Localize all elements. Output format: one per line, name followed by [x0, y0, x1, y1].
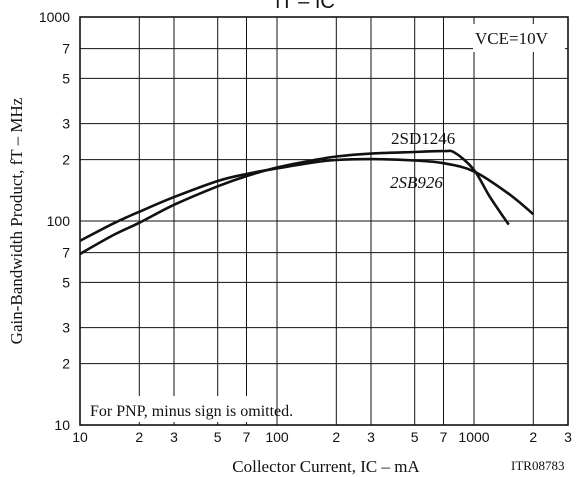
- series-lines: [79, 149, 535, 256]
- note-text: For PNP, minus sign is omitted.: [90, 403, 293, 420]
- x-tick-label: 3: [367, 429, 375, 445]
- y-tick-label: 3: [62, 320, 70, 336]
- y-tick-label: 10: [54, 417, 70, 433]
- y-tick-labels: 10 2 3 5 7 100 2 3 5 7 1000: [39, 9, 70, 433]
- y-tick-label: 5: [62, 274, 70, 290]
- x-tick-label: 3: [564, 429, 572, 445]
- y-tick-label: 100: [47, 213, 71, 229]
- x-tick-label: 5: [411, 429, 419, 445]
- condition-box: [473, 24, 565, 52]
- grid: [79, 16, 569, 426]
- series-line-2sb926: [79, 157, 535, 242]
- note-box: [84, 396, 274, 422]
- x-tick-label: 7: [243, 429, 251, 445]
- series-label-2sd1246: 2SD1246: [391, 129, 455, 148]
- x-axis-label: Collector Current, IC – mA: [232, 457, 420, 476]
- condition-label: VCE=10V: [475, 29, 549, 48]
- x-tick-label: 2: [135, 429, 143, 445]
- x-tick-label: 100: [265, 429, 289, 445]
- y-tick-label: 2: [62, 356, 70, 372]
- y-tick-label: 7: [62, 41, 70, 57]
- x-tick-label: 5: [214, 429, 222, 445]
- y-tick-label: 2: [62, 152, 70, 168]
- y-tick-label: 3: [62, 116, 70, 132]
- code-label: ITR08783: [511, 458, 564, 473]
- x-tick-label: 2: [529, 429, 537, 445]
- plot-frame: [79, 16, 569, 426]
- x-tick-label: 3: [170, 429, 178, 445]
- x-tick-label: 10: [72, 429, 88, 445]
- x-tick-label: 2: [332, 429, 340, 445]
- x-tick-label: 7: [440, 429, 448, 445]
- chart-title: fT – IC: [275, 0, 335, 13]
- series-line-2sd1246: [79, 149, 510, 256]
- y-tick-label: 1000: [39, 9, 70, 25]
- y-tick-label: 7: [62, 245, 70, 261]
- x-tick-label: 1000: [458, 429, 489, 445]
- y-tick-label: 5: [62, 70, 70, 86]
- x-tick-labels: 10 2 3 5 7 100 2 3 5 7 1000 2 3: [72, 429, 572, 445]
- series-label-2sb926: 2SB926: [390, 173, 443, 192]
- y-axis-label: Gain-Bandwidth Product, fT – MHz: [7, 97, 26, 344]
